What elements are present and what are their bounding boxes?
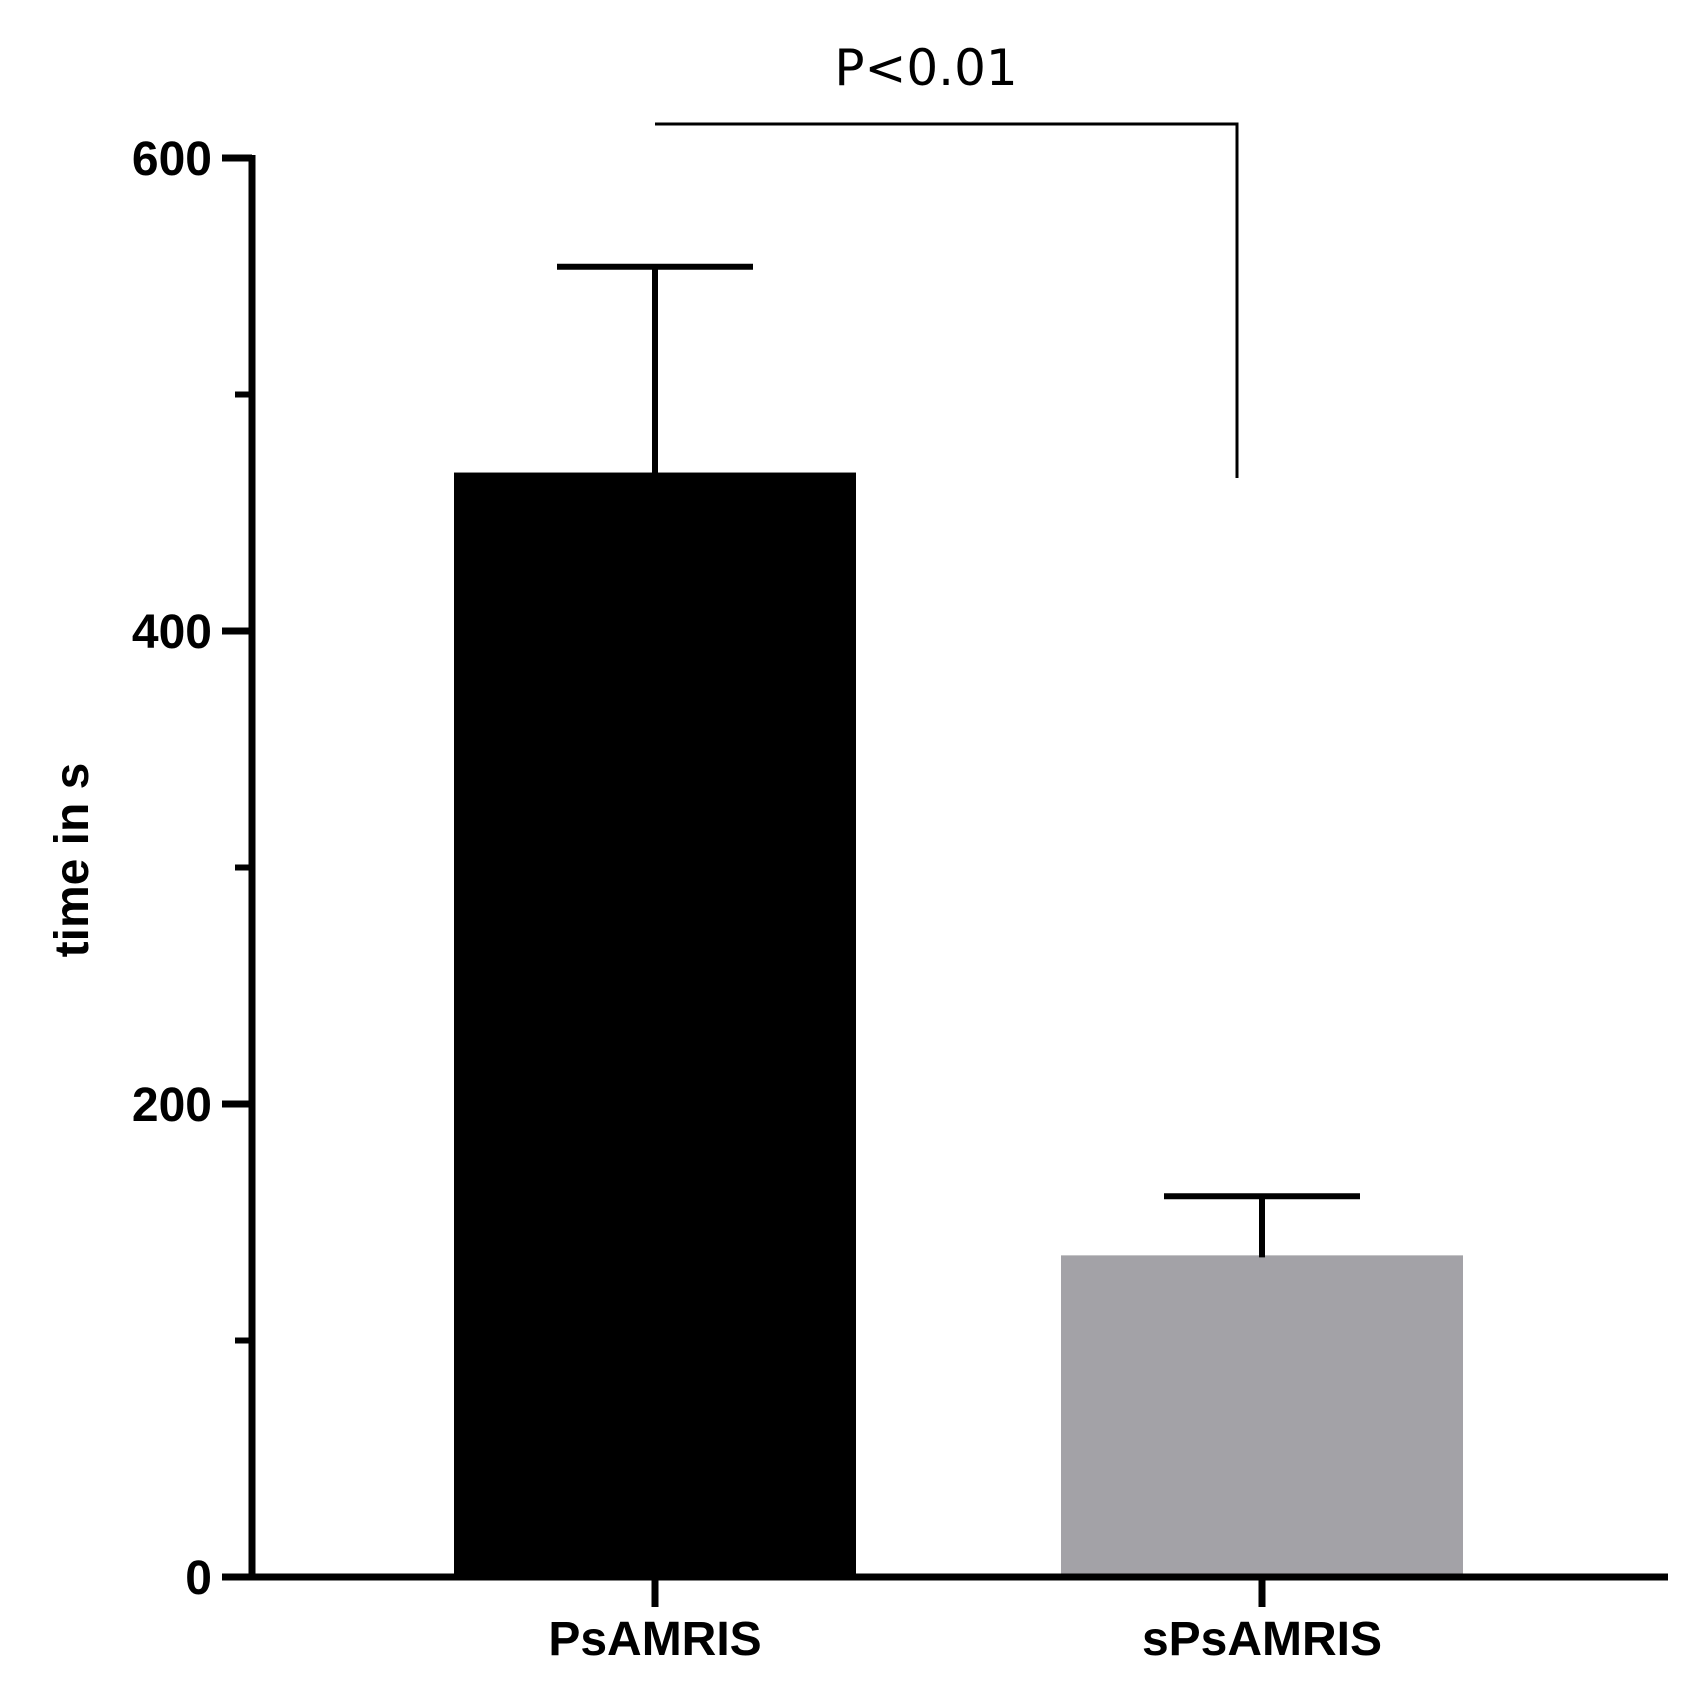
y-tick-label-400: 400 bbox=[132, 606, 212, 659]
y-ticks: 0 200 400 600 bbox=[132, 133, 252, 1605]
y-tick-label-200: 200 bbox=[132, 1079, 212, 1132]
bar-spsamris bbox=[1061, 1255, 1463, 1577]
error-bars-layer bbox=[557, 263, 1360, 1258]
bars-layer bbox=[454, 472, 1463, 1577]
x-tick-label-spsamris: sPsAMRIS bbox=[1142, 1613, 1382, 1666]
x-ticks: PsAMRIS sPsAMRIS bbox=[548, 1577, 1382, 1666]
bar-psamris bbox=[454, 472, 856, 1577]
x-tick-label-psamris: PsAMRIS bbox=[548, 1613, 761, 1666]
y-tick-label-0: 0 bbox=[185, 1552, 212, 1605]
y-axis-label: time in s bbox=[46, 763, 99, 958]
significance-annotation: P<0.01 bbox=[655, 39, 1239, 478]
significance-label: P<0.01 bbox=[834, 39, 1017, 97]
significance-bracket bbox=[655, 122, 1239, 478]
y-tick-label-600: 600 bbox=[132, 133, 212, 186]
